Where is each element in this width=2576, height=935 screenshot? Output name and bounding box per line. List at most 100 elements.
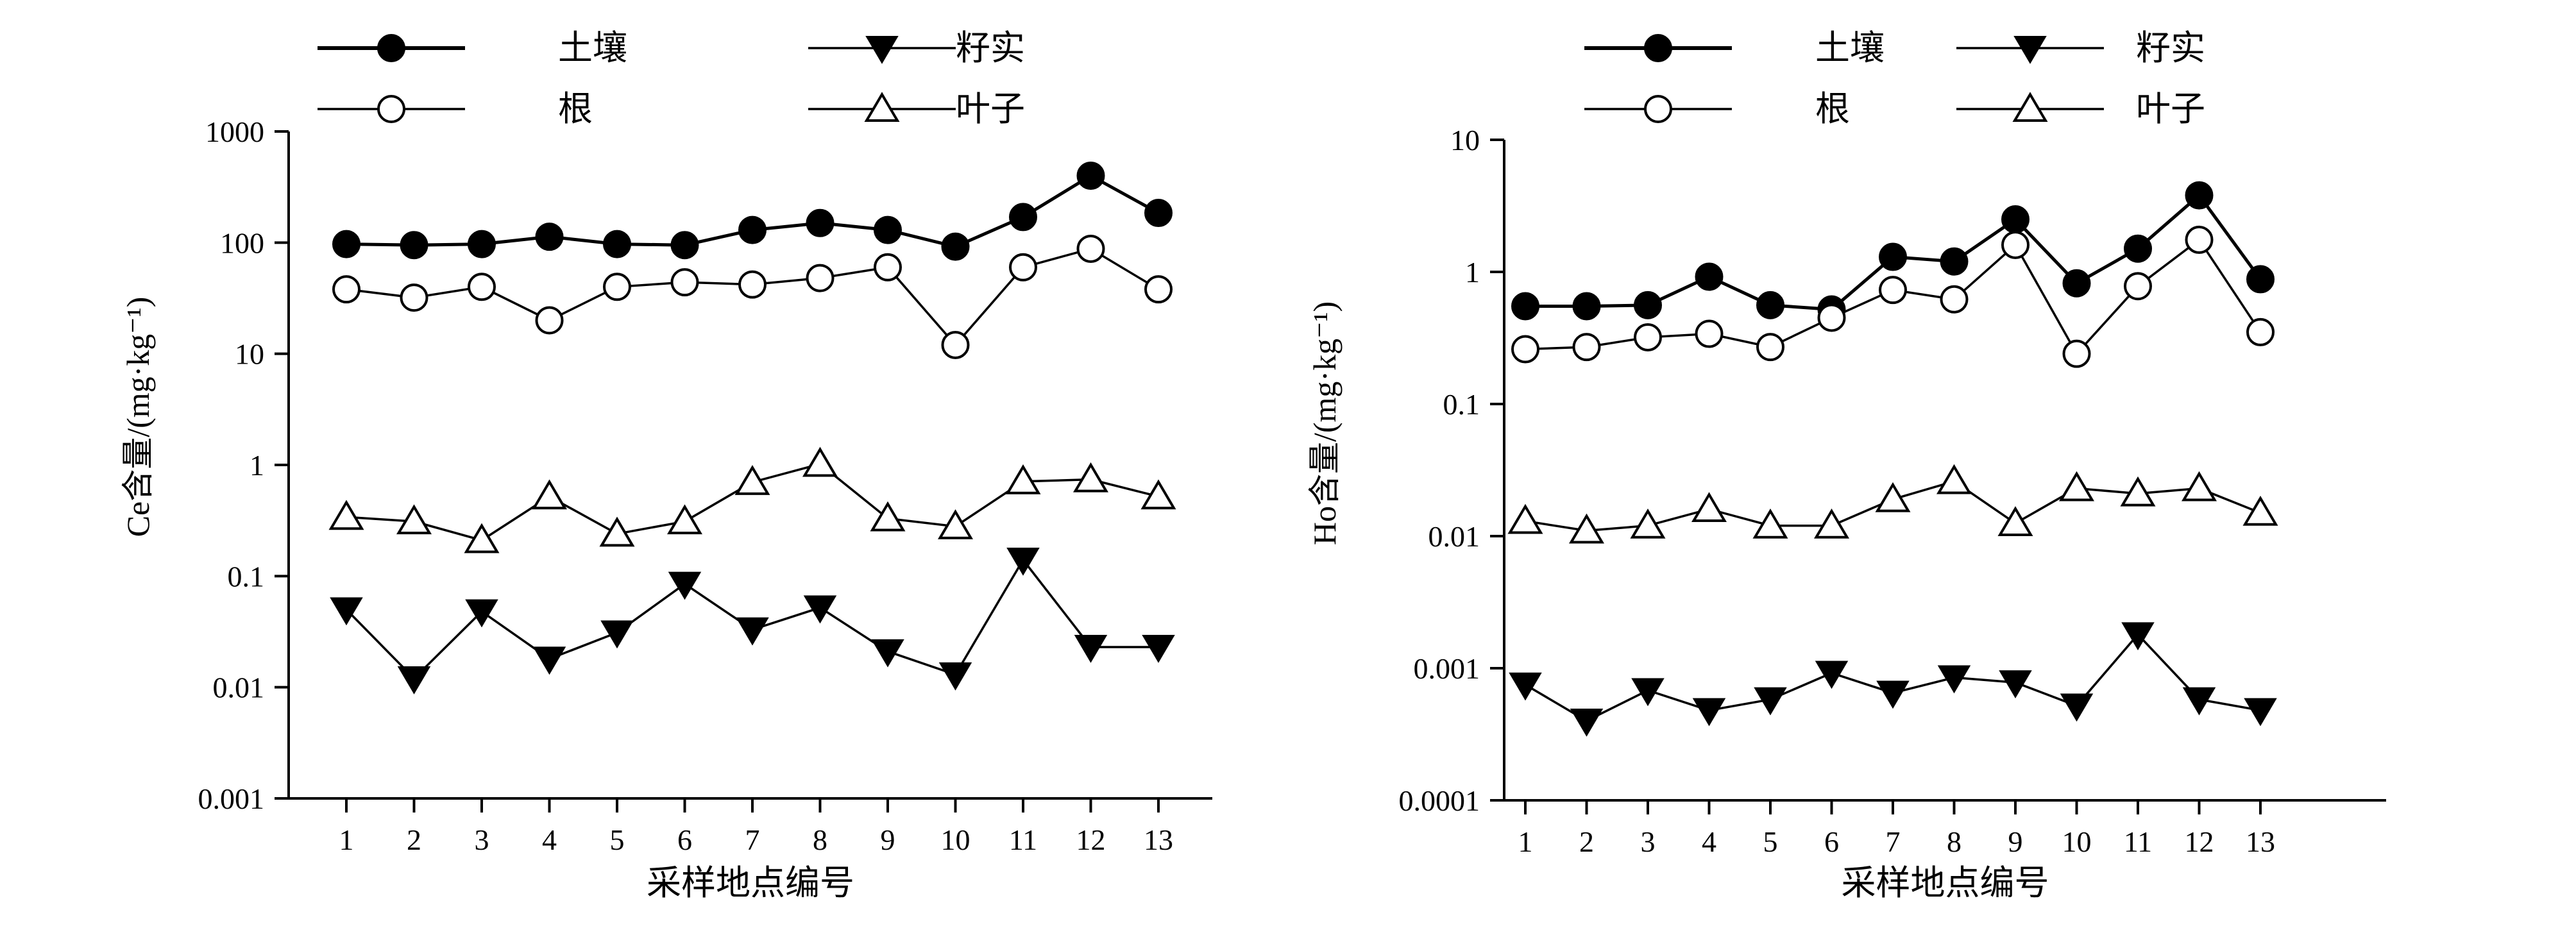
x-tick-label: 6 <box>1824 825 1839 858</box>
series-籽实 <box>330 548 1175 695</box>
x-tick-label: 11 <box>1009 823 1037 856</box>
data-point <box>1817 303 1846 332</box>
data-point <box>1572 292 1601 321</box>
x-tick-label: 9 <box>2008 825 2023 858</box>
series-叶子 <box>1507 464 2278 544</box>
data-point <box>400 231 428 260</box>
data-point <box>465 599 498 628</box>
x-tick-label: 6 <box>677 823 692 856</box>
data-point <box>535 223 564 251</box>
x-tick-label: 8 <box>1947 825 1962 858</box>
legend-label: 叶子 <box>956 88 1025 129</box>
data-point <box>1009 253 1037 282</box>
data-point <box>1937 665 1971 694</box>
data-point <box>667 504 702 535</box>
data-point <box>874 215 902 244</box>
x-tick-label: 7 <box>745 823 760 856</box>
y-axis-title: Ho含量/(mg·kg⁻¹) <box>1307 301 1343 545</box>
legend-label: 根 <box>1815 88 1850 129</box>
data-point <box>1691 492 1727 522</box>
legend-marker <box>377 95 405 123</box>
legend-entry: 籽实 <box>1956 28 2205 68</box>
data-point <box>1940 247 1969 276</box>
legend-marker <box>1644 34 1672 62</box>
data-point <box>2246 265 2275 294</box>
y-tick-label: 0.01 <box>213 671 265 704</box>
data-point <box>1509 672 1542 701</box>
legend-entry: 根 <box>318 88 593 129</box>
x-axis-title: 采样地点编号 <box>1842 863 2049 903</box>
data-point <box>2124 234 2152 263</box>
legend-entry: 土壤 <box>318 28 627 68</box>
legend: 土壤 籽实根 叶子 <box>318 28 1025 129</box>
data-point <box>328 500 364 530</box>
data-point <box>1511 335 1539 364</box>
data-point <box>1630 508 1666 539</box>
data-point <box>2242 495 2278 526</box>
data-point <box>1631 678 1665 707</box>
x-tick-label: 1 <box>1518 825 1533 858</box>
data-point <box>1695 262 1724 291</box>
data-point <box>802 446 838 477</box>
data-point <box>332 230 360 258</box>
data-point <box>1999 670 2032 699</box>
data-point <box>1076 161 1105 190</box>
data-point <box>330 597 363 626</box>
legend-marker <box>864 92 900 122</box>
y-tick-label: 0.001 <box>1414 652 1480 685</box>
data-point <box>938 509 973 539</box>
x-tick-label: 5 <box>610 823 625 856</box>
data-point <box>734 465 770 495</box>
data-point <box>1875 482 1911 512</box>
data-point <box>738 270 767 299</box>
data-point <box>397 666 431 695</box>
data-point <box>2182 687 2216 716</box>
legend-marker <box>865 36 899 64</box>
x-tick-label: 4 <box>542 823 557 856</box>
data-point <box>941 232 970 261</box>
data-point <box>1144 199 1173 228</box>
data-point <box>2120 476 2156 507</box>
data-point <box>806 208 835 237</box>
series-土壤 <box>1511 181 2275 324</box>
legend-label: 土壤 <box>1815 28 1885 68</box>
data-point <box>600 620 634 649</box>
x-tick-label: 3 <box>1641 825 1656 858</box>
y-axis-title: Ce含量/(mg·kg⁻¹) <box>120 297 156 537</box>
data-point <box>938 662 972 691</box>
data-point <box>2244 698 2277 727</box>
y-tick-label: 0.1 <box>228 560 265 593</box>
x-tick-label: 12 <box>1076 823 1106 856</box>
data-point <box>2124 272 2152 301</box>
series-根 <box>1511 225 2275 368</box>
data-point <box>464 523 500 553</box>
data-point <box>332 275 360 304</box>
data-point <box>1997 506 2033 537</box>
series-根 <box>332 234 1173 359</box>
x-tick-label: 7 <box>1886 825 1901 858</box>
data-point <box>2246 317 2275 346</box>
legend-label: 根 <box>558 88 593 129</box>
data-point <box>670 268 699 297</box>
data-point <box>874 253 902 282</box>
data-point <box>1756 333 1784 362</box>
data-point <box>1074 634 1108 663</box>
data-point <box>1073 462 1108 493</box>
data-point <box>1692 698 1726 727</box>
data-point <box>400 283 428 312</box>
series-叶子 <box>328 446 1176 553</box>
x-tick-label: 13 <box>2246 825 2275 858</box>
x-tick-label: 12 <box>2185 825 2214 858</box>
data-point <box>736 617 769 646</box>
data-point <box>468 273 496 301</box>
data-point <box>1142 634 1175 663</box>
data-point <box>1005 464 1041 494</box>
x-tick-label: 10 <box>2062 825 2092 858</box>
x-tick-label: 8 <box>813 823 827 856</box>
data-point <box>1507 503 1543 534</box>
x-tick-label: 4 <box>1702 825 1716 858</box>
data-point <box>1076 234 1105 263</box>
data-point <box>396 504 432 535</box>
legend-entry: 叶子 <box>808 88 1025 129</box>
